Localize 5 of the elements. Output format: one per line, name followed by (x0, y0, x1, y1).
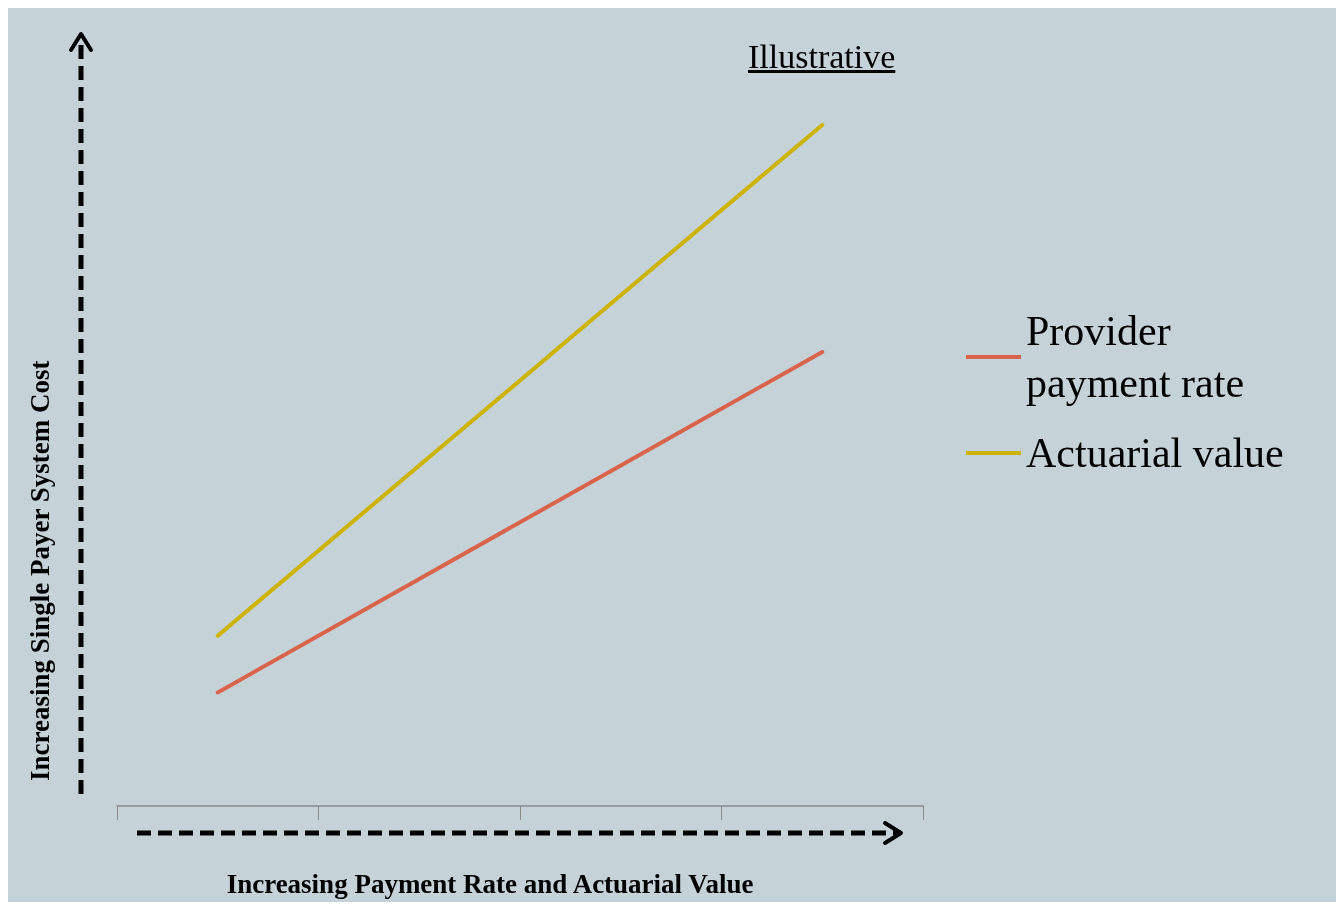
legend-label: Actuarial value (1026, 430, 1284, 476)
x-axis-title: Increasing Payment Rate and Actuarial Value (226, 868, 754, 899)
legend-label: Provider payment rate (1026, 308, 1245, 406)
text: Illustrative (748, 38, 896, 76)
y-axis-title: Increasing Single Payer System Cost (24, 360, 55, 781)
